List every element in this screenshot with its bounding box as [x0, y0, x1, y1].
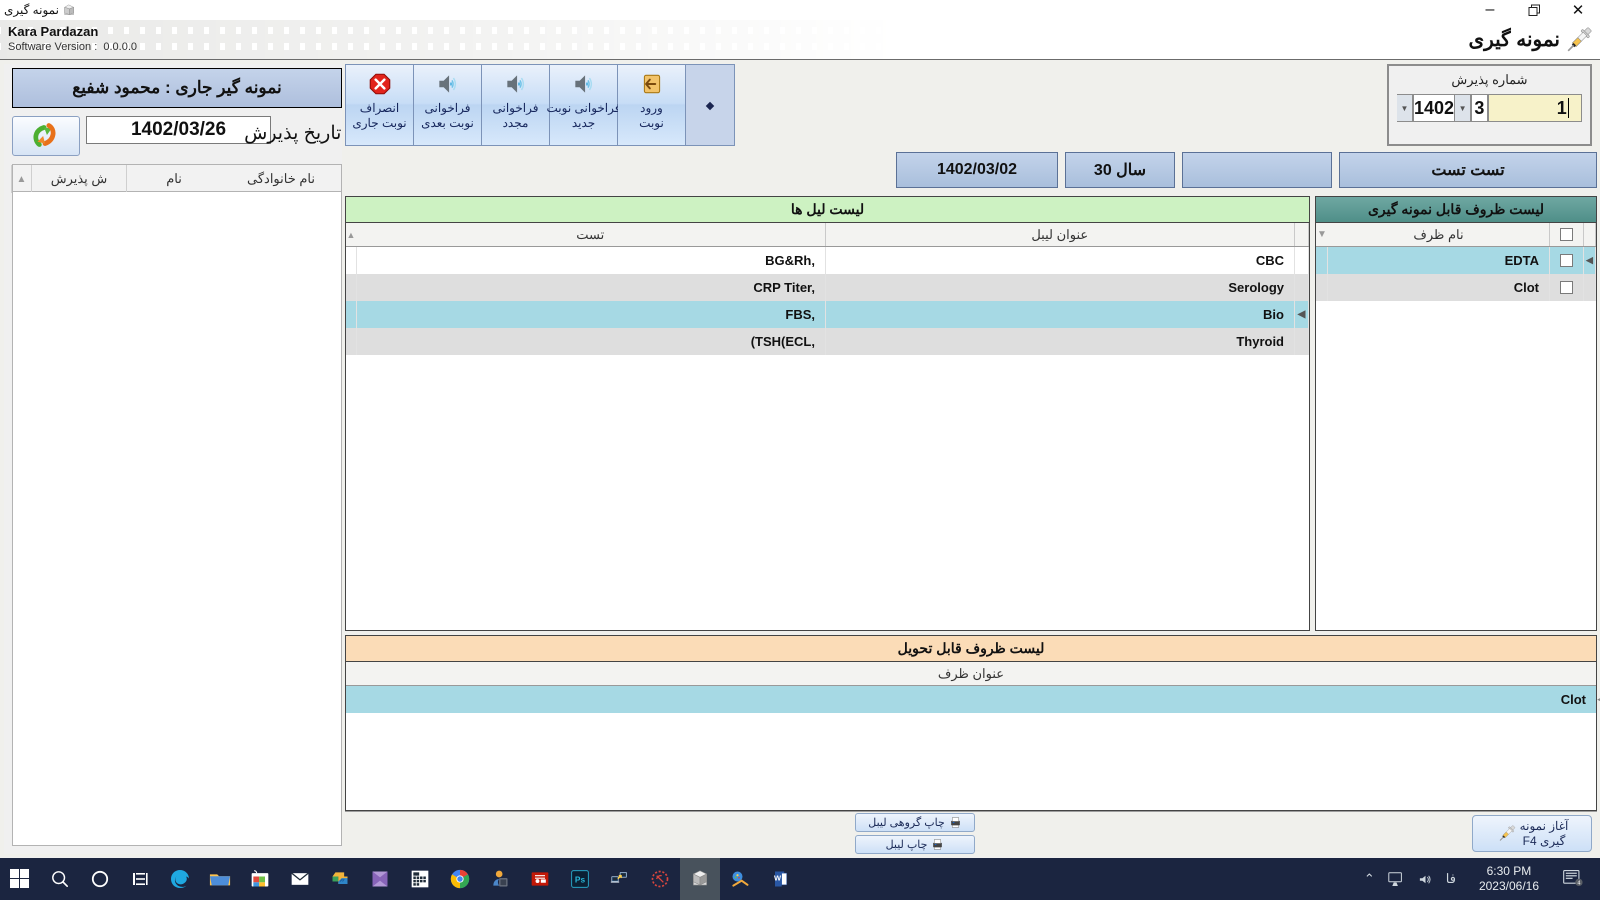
svg-text:4: 4 [1577, 881, 1580, 887]
svg-text:W: W [774, 874, 782, 883]
svg-text:Ps: Ps [575, 874, 586, 884]
